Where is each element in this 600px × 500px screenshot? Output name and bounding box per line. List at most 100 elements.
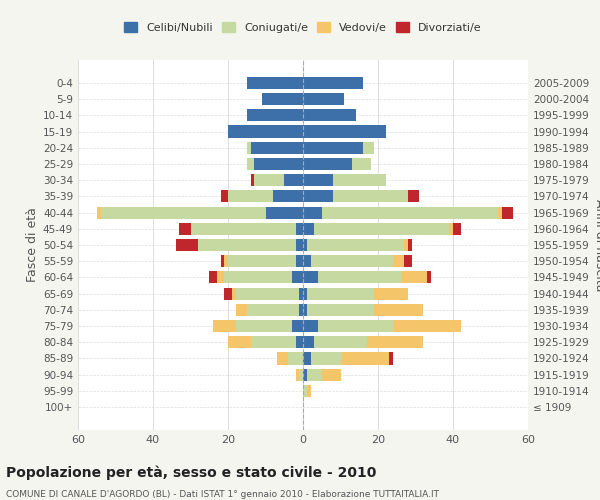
Bar [303, 93, 344, 105]
Bar [303, 288, 307, 300]
Bar [303, 352, 311, 364]
Bar [224, 255, 228, 268]
Bar [303, 206, 322, 218]
Bar [292, 320, 303, 332]
Text: COMUNE DI CANALE D'AGORDO (BL) - Dati ISTAT 1° gennaio 2010 - Elaborazione TUTTA: COMUNE DI CANALE D'AGORDO (BL) - Dati IS… [6, 490, 439, 499]
Bar [284, 174, 303, 186]
Bar [333, 174, 386, 186]
Bar [247, 109, 303, 122]
Bar [307, 385, 311, 397]
Bar [307, 304, 374, 316]
Bar [404, 255, 412, 268]
Bar [247, 158, 254, 170]
Legend: Celibi/Nubili, Coniugati/e, Vedovi/e, Divorziati/e: Celibi/Nubili, Coniugati/e, Vedovi/e, Di… [120, 18, 486, 37]
Bar [318, 320, 393, 332]
Bar [307, 239, 404, 251]
Bar [374, 288, 408, 300]
Bar [251, 336, 296, 348]
Bar [224, 288, 232, 300]
Bar [228, 336, 251, 348]
Bar [303, 304, 307, 316]
Bar [453, 222, 461, 235]
Bar [389, 352, 393, 364]
Bar [232, 288, 235, 300]
Bar [303, 222, 314, 235]
Bar [341, 352, 389, 364]
Bar [363, 142, 374, 154]
Bar [179, 222, 191, 235]
Bar [213, 320, 235, 332]
Bar [322, 368, 341, 381]
Bar [374, 304, 423, 316]
Bar [224, 272, 292, 283]
Bar [303, 255, 311, 268]
Bar [277, 352, 288, 364]
Bar [247, 304, 299, 316]
Bar [228, 255, 296, 268]
Bar [221, 190, 228, 202]
Bar [314, 336, 367, 348]
Y-axis label: Fasce di età: Fasce di età [26, 208, 39, 282]
Bar [303, 109, 355, 122]
Bar [296, 336, 303, 348]
Bar [303, 190, 333, 202]
Bar [251, 174, 254, 186]
Bar [303, 272, 318, 283]
Bar [352, 158, 371, 170]
Bar [247, 142, 251, 154]
Bar [303, 77, 363, 89]
Bar [322, 206, 498, 218]
Bar [198, 239, 296, 251]
Bar [393, 320, 461, 332]
Bar [303, 385, 307, 397]
Bar [303, 239, 307, 251]
Bar [251, 142, 303, 154]
Y-axis label: Anni di nascita: Anni di nascita [593, 198, 600, 291]
Bar [404, 239, 408, 251]
Bar [254, 158, 303, 170]
Bar [427, 272, 431, 283]
Bar [299, 288, 303, 300]
Bar [292, 272, 303, 283]
Bar [296, 222, 303, 235]
Bar [176, 239, 198, 251]
Bar [303, 336, 314, 348]
Bar [498, 206, 502, 218]
Bar [97, 206, 101, 218]
Bar [318, 272, 401, 283]
Bar [311, 352, 341, 364]
Bar [228, 126, 303, 138]
Bar [217, 272, 224, 283]
Bar [299, 304, 303, 316]
Bar [408, 190, 419, 202]
Bar [307, 368, 322, 381]
Bar [254, 174, 284, 186]
Bar [191, 222, 296, 235]
Bar [333, 190, 408, 202]
Bar [393, 255, 404, 268]
Bar [303, 158, 352, 170]
Bar [209, 272, 217, 283]
Bar [273, 190, 303, 202]
Bar [235, 304, 247, 316]
Bar [303, 126, 386, 138]
Bar [367, 336, 423, 348]
Bar [502, 206, 513, 218]
Bar [303, 174, 333, 186]
Bar [288, 352, 303, 364]
Bar [101, 206, 265, 218]
Bar [307, 288, 374, 300]
Bar [262, 93, 303, 105]
Bar [401, 272, 427, 283]
Bar [299, 368, 303, 381]
Text: Popolazione per età, sesso e stato civile - 2010: Popolazione per età, sesso e stato civil… [6, 465, 376, 479]
Bar [408, 239, 412, 251]
Bar [235, 288, 299, 300]
Bar [449, 222, 453, 235]
Bar [296, 239, 303, 251]
Bar [228, 190, 273, 202]
Bar [221, 255, 224, 268]
Bar [311, 255, 393, 268]
Bar [235, 320, 292, 332]
Bar [303, 142, 363, 154]
